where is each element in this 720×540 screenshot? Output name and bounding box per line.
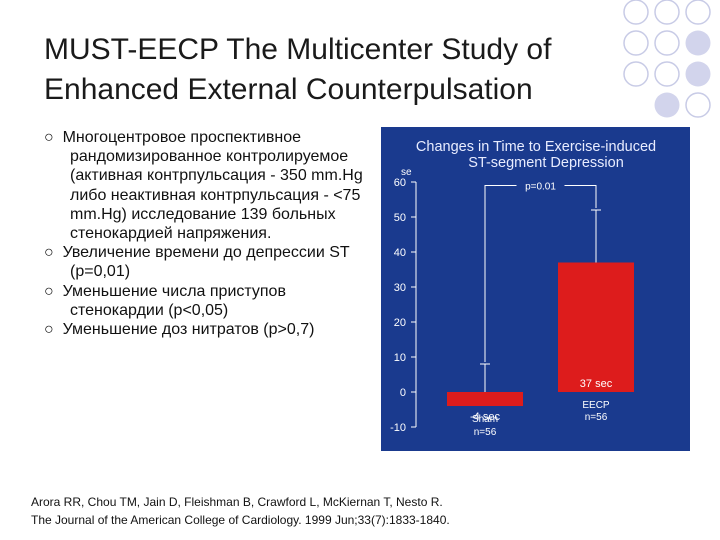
bullet-text: Уменьшение доз нитратов (p>0,7): [62, 321, 315, 339]
bullet-text: Увеличение времени до депрессии ST (p=0,…: [62, 244, 350, 281]
x-category-label: EECP: [582, 400, 610, 411]
x-category-label: n=56: [585, 412, 608, 423]
y-tick-label: 40: [394, 247, 406, 259]
slide-title: MUST-EECP The Multicenter Study of Enhan…: [44, 33, 552, 106]
y-tick-label: 60: [394, 177, 406, 189]
bar: [447, 392, 523, 406]
y-tick-label: 0: [400, 387, 406, 399]
st-depression-bar-chart: Changes in Time to Exercise-induced ST-s…: [381, 127, 690, 451]
bullet-item: ○ Увеличение времени до депрессии ST (p=…: [44, 244, 350, 281]
bar: [558, 262, 634, 392]
reference: Arora RR, Chou TM, Jain D, Fleishman B, …: [31, 493, 671, 529]
decorative-circles: [623, 0, 711, 118]
y-tick-label: -10: [390, 422, 406, 434]
p-value-annotation: p=0.01: [525, 182, 556, 193]
bullet-item: ○ Многоцентровое проспективное рандомизи…: [44, 129, 363, 243]
bullet-list: ○ Многоцентровое проспективное рандомизи…: [44, 128, 364, 339]
chart-background: [381, 127, 690, 451]
reference-journal: The Journal of the American College of C…: [31, 513, 450, 527]
x-category-label: Sham: [472, 414, 498, 425]
chart-title-line1: Changes in Time to Exercise-induced: [416, 139, 656, 155]
circle-outline-icon: [623, 0, 711, 118]
annotation-background: [516, 179, 565, 192]
y-tick-label: 20: [394, 317, 406, 329]
x-category-label: n=56: [474, 427, 497, 438]
y-tick-label: 50: [394, 212, 406, 224]
reference-authors: Arora RR, Chou TM, Jain D, Fleishman B, …: [31, 495, 443, 509]
y-axis-label: se: [401, 167, 412, 178]
bullet-text: Многоцентровое проспективное рандомизиро…: [62, 129, 363, 243]
value-label: -4 sec: [470, 411, 500, 423]
bullet-text: Уменьшение числа приступов стенокардии (…: [62, 282, 286, 319]
y-tick-label: 10: [394, 352, 406, 364]
bullet-item: ○ Уменьшение доз нитратов (p>0,7): [44, 321, 315, 339]
y-tick-label: 30: [394, 282, 406, 294]
value-label: 37 sec: [580, 378, 613, 390]
circle-filled-icon: [654, 30, 711, 118]
bullet-item: ○ Уменьшение числа приступов стенокардии…: [44, 282, 286, 319]
chart-title-line2: ST-segment Depression: [468, 155, 624, 171]
